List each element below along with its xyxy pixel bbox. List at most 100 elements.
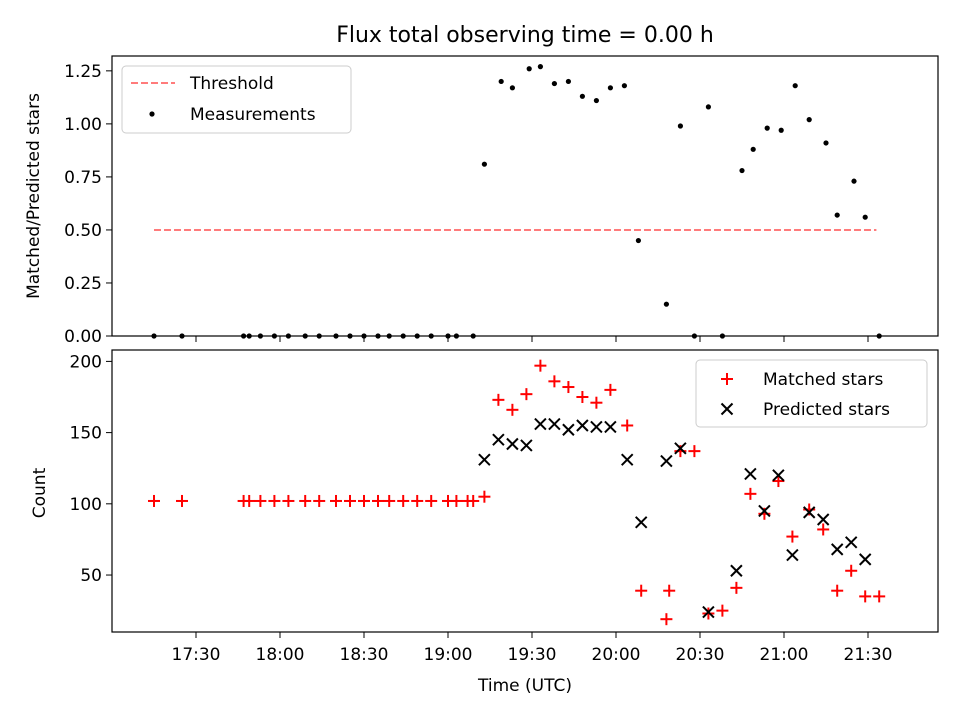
measurement-point (750, 146, 756, 152)
x-tick-label: 18:30 (340, 645, 389, 665)
legend-measurements-label: Measurements (190, 105, 316, 125)
measurement-point (792, 83, 798, 89)
matched-star-point (372, 494, 384, 507)
x-tick-label: 19:00 (424, 645, 473, 665)
matched-star-point (254, 494, 267, 507)
matched-star-point (243, 494, 256, 507)
matched-star-point (772, 475, 785, 488)
predicted-star-point (858, 553, 872, 566)
x-marker-b (576, 419, 589, 432)
predicted-star-point (548, 417, 561, 431)
y-tick-label: 0.50 (64, 221, 102, 241)
x-marker-b (620, 453, 634, 466)
predicted-star-point (772, 469, 785, 482)
x-marker-b (816, 513, 830, 526)
matched-star-point (817, 523, 830, 536)
matched-star-point (478, 490, 491, 503)
legend-matched-label: Matched stars (763, 370, 883, 390)
x-tick-label: 21:00 (760, 645, 809, 665)
x-tick-label: 20:00 (592, 645, 641, 665)
x-marker-b (506, 437, 519, 451)
matched-star-point (299, 494, 312, 507)
measurement-point (778, 127, 784, 133)
x-marker-b (548, 417, 561, 431)
legend-plus-marker (721, 373, 733, 385)
predicted-star-point (660, 454, 673, 468)
measurement-point (823, 140, 829, 146)
predicted-star-point (634, 516, 648, 529)
legend-threshold-label: Threshold (189, 74, 274, 94)
x-marker-b (702, 605, 715, 619)
matched-star-point (383, 494, 396, 507)
y-axis-label-ratio: Matched/Predicted stars (24, 93, 44, 299)
y-axis-label-count: Count (30, 467, 50, 518)
x-marker-b (634, 516, 648, 529)
y-tick-label: 200 (70, 352, 102, 372)
legend-predicted-label: Predicted stars (763, 400, 890, 420)
x-marker-b (590, 420, 603, 434)
count-axis-ticks: 50 100 150 200 17:30 18:00 18:30 19:00 19:30 20:0… (70, 352, 893, 665)
matched-star-point (562, 381, 575, 394)
matched-star-point (635, 584, 648, 597)
matched-star-point (744, 487, 757, 500)
measurement-point (677, 123, 684, 129)
x-tick-label: 17:30 (172, 645, 221, 665)
x-marker-b (534, 417, 547, 431)
legend-predicted-swatch (720, 402, 734, 416)
matched-star-point (716, 604, 729, 617)
matched-star-point (590, 396, 603, 409)
matched-star-point (344, 494, 356, 507)
ratio-axes-frame (111, 55, 939, 337)
y-tick-label: 0.00 (64, 327, 102, 347)
matched-star-point (506, 403, 519, 416)
matched-star-point (786, 530, 799, 543)
matched-star-point (450, 494, 463, 507)
measurement-point (705, 104, 712, 110)
chart-title: Flux total observing time = 0.00 h (336, 23, 714, 48)
ratio-axis-ticks: 0.00 0.25 0.50 0.75 1.00 1.25 (64, 62, 869, 347)
x-marker-b (844, 536, 858, 549)
matched-star-point (358, 494, 370, 507)
x-tick-label: 21:30 (844, 645, 893, 665)
measurement-point (579, 93, 586, 99)
predicted-star-point (576, 419, 589, 432)
x-marker-b (786, 548, 799, 562)
x-marker-b (562, 423, 575, 436)
y-tick-label: 1.00 (64, 115, 102, 135)
predicted-star-point (786, 548, 799, 562)
matched-star-point (660, 613, 673, 626)
count-legend: Matched stars Predicted stars (695, 359, 928, 428)
x-marker-b (674, 442, 687, 455)
measurement-point (739, 167, 745, 174)
matched-star-point (425, 494, 438, 507)
y-tick-label: 150 (70, 424, 102, 444)
matched-star-point (663, 584, 676, 597)
y-tick-label: 100 (70, 495, 102, 515)
matched-star-point (688, 445, 701, 458)
matched-star-point (282, 494, 295, 507)
measurement-point (806, 117, 812, 123)
x-marker-b (730, 564, 743, 577)
x-marker-b (744, 467, 757, 481)
matched-star-point (859, 590, 872, 603)
measurement-point (526, 66, 532, 72)
measurement-point (851, 178, 857, 184)
x-tick-label: 20:30 (676, 645, 725, 665)
measurement-point (498, 78, 504, 85)
predicted-star-point (758, 504, 771, 518)
x-marker-b (478, 453, 491, 466)
ratio-legend-box (121, 65, 352, 134)
matched-star-point (313, 494, 326, 507)
measurement-point (663, 301, 670, 307)
matched-star-point (702, 607, 715, 620)
x-marker-b (604, 420, 617, 434)
legend-matched-swatch (721, 373, 733, 385)
matched-star-point (621, 419, 634, 432)
x-tick-label: 18:00 (256, 645, 305, 665)
predicted-star-point (506, 437, 519, 451)
matched-star-point (411, 494, 424, 507)
matched-star-point (845, 564, 858, 577)
count-legend-box (695, 359, 928, 428)
measurement-point (509, 85, 515, 91)
